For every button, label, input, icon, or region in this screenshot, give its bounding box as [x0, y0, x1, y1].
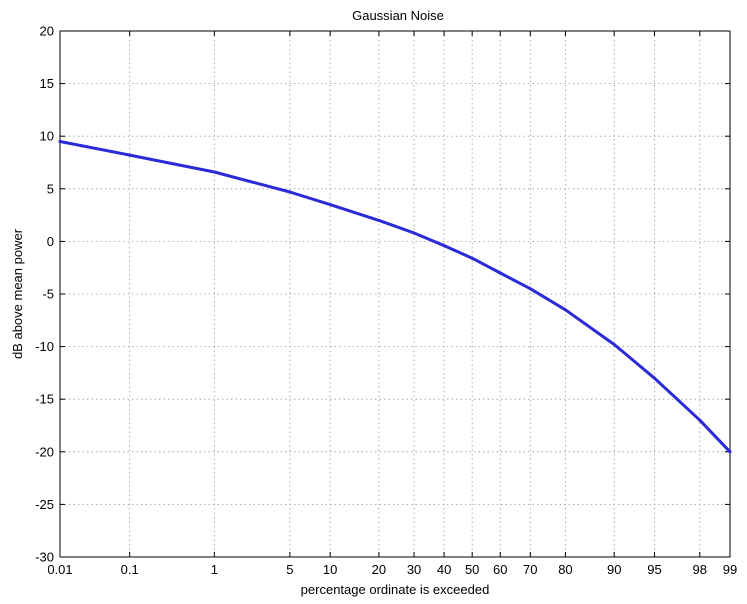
data-point — [58, 139, 62, 143]
y-tick-label: 5 — [47, 181, 54, 196]
data-point — [377, 218, 381, 222]
y-tick-label: 0 — [47, 234, 54, 249]
x-tick-label: 20 — [372, 562, 386, 577]
y-tick-label: -15 — [35, 392, 54, 407]
y-tick-labels: 20 15 10 5 0 -5 -10 -15 -20 -25 -30 — [35, 24, 54, 565]
data-point — [698, 418, 702, 422]
y-axis-label: dB above mean power — [10, 228, 25, 359]
x-tick-label: 1 — [211, 562, 218, 577]
y-tick-label: 15 — [40, 76, 54, 91]
y-tick-label: -5 — [42, 287, 54, 302]
y-tick-label: -20 — [35, 444, 54, 459]
y-tick-label: -25 — [35, 497, 54, 512]
series-line — [58, 140, 732, 454]
x-tick-label: 80 — [558, 562, 572, 577]
x-tick-label: 30 — [407, 562, 421, 577]
data-point — [528, 287, 532, 291]
x-tick-label: 0.1 — [121, 562, 139, 577]
x-tick-label: 90 — [607, 562, 621, 577]
data-point — [728, 450, 732, 454]
data-point — [498, 271, 502, 275]
x-tick-label: 50 — [465, 562, 479, 577]
chart-title: Gaussian Noise — [352, 8, 444, 23]
x-tick-label: 40 — [437, 562, 451, 577]
x-tick-label: 10 — [323, 562, 337, 577]
x-tick-labels: 0.01 0.1 1 5 10 20 30 40 50 60 70 80 90 95 98 99 — [47, 562, 737, 577]
data-point — [288, 190, 292, 194]
data-point — [328, 203, 332, 207]
x-tick-label: 70 — [523, 562, 537, 577]
x-axis-label: percentage ordinate is exceeded — [301, 582, 490, 597]
plot-frame — [59, 30, 731, 558]
y-tick-label: 20 — [40, 24, 54, 39]
data-point — [442, 244, 446, 248]
series-layer — [58, 139, 732, 454]
data-point — [612, 342, 616, 346]
x-tick-label: 99 — [723, 562, 737, 577]
data-point — [212, 170, 216, 174]
data-point — [470, 256, 474, 260]
y-tick-label: 10 — [40, 129, 54, 144]
y-tick-label: -10 — [35, 339, 54, 354]
x-tick-label: 95 — [647, 562, 661, 577]
x-tick-label: 5 — [286, 562, 293, 577]
y-tick-label: -30 — [35, 550, 54, 565]
x-tick-label: 98 — [693, 562, 707, 577]
data-point — [563, 308, 567, 312]
x-tick-label: 60 — [493, 562, 507, 577]
x-tick-label: 0.01 — [47, 562, 72, 577]
data-point — [412, 231, 416, 235]
data-point — [652, 376, 656, 380]
data-point — [128, 153, 132, 157]
